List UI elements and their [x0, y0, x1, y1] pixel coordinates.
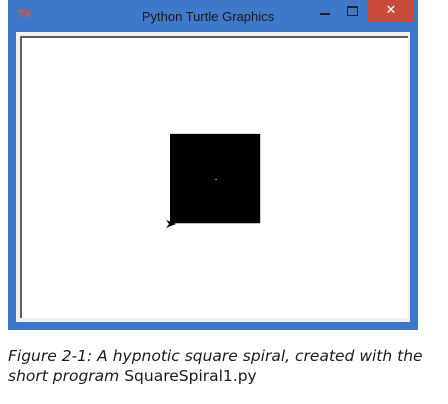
- window-client-area: [16, 32, 410, 322]
- program-name: SquareSpiral1.py: [124, 367, 257, 385]
- turtle-window: Tk Python Turtle Graphics ✕: [8, 0, 418, 330]
- figure-label: Figure 2-1: A hypnotic square spiral, cr…: [8, 347, 423, 385]
- close-icon: ✕: [385, 3, 397, 18]
- maximize-icon: [347, 6, 358, 16]
- title-bar[interactable]: Tk Python Turtle Graphics ✕: [8, 0, 418, 32]
- maximize-button[interactable]: [340, 0, 364, 22]
- window-title: Python Turtle Graphics: [141, 9, 275, 24]
- tk-feather-icon: Tk: [18, 9, 32, 20]
- spiral-drawing: [166, 133, 261, 228]
- close-button[interactable]: ✕: [368, 0, 414, 22]
- turtle-arrow-icon: [166, 220, 176, 228]
- figure-caption: Figure 2-1: A hypnotic square spiral, cr…: [8, 346, 444, 386]
- minimize-icon: [320, 13, 330, 15]
- minimize-button[interactable]: [313, 0, 337, 22]
- square-spiral: [170, 133, 261, 224]
- turtle-canvas[interactable]: [20, 36, 408, 318]
